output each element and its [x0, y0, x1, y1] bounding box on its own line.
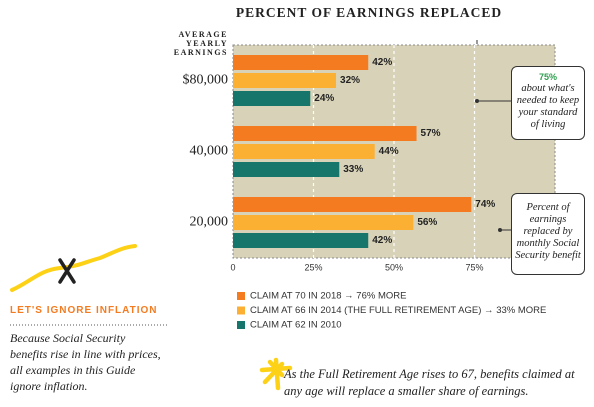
y-axis-title-line: AVERAGE	[178, 30, 228, 39]
value-label: 56%	[417, 217, 437, 228]
bar	[233, 162, 340, 177]
bar	[233, 73, 337, 88]
x-tick-label: 0	[230, 262, 235, 272]
legend-swatch	[237, 306, 245, 315]
x-tick-label: 75%	[465, 262, 483, 272]
bar	[233, 55, 369, 70]
sidebar-text: Because Social Security benefits rise in…	[10, 331, 161, 393]
y-axis-title-line: YEARLY	[185, 39, 228, 48]
value-label: 32%	[340, 75, 360, 86]
bar	[233, 126, 417, 141]
annotation-box: 75% about what's needed to keep your sta…	[511, 66, 585, 140]
annotation-box: Percent of earnings replaced by monthly …	[511, 193, 585, 275]
value-label: 42%	[372, 235, 392, 246]
chart-title: PERCENT OF EARNINGS REPLACED	[236, 5, 502, 20]
y-tick-label: $80,000	[183, 73, 229, 88]
bar	[233, 144, 375, 159]
annotation-text: about what's needed to keep your standar…	[516, 83, 580, 130]
legend-label: CLAIM AT 70 IN 2018 → 76% MORE	[250, 291, 406, 302]
y-axis-title: AVERAGE YEARLY EARNINGS	[160, 30, 228, 57]
x-mark	[58, 258, 76, 284]
legend-swatch	[237, 292, 245, 300]
scribble	[10, 244, 137, 292]
bar	[233, 91, 311, 106]
value-label: 57%	[421, 128, 441, 139]
y-axis-title-line: EARNINGS	[173, 48, 228, 57]
value-label: 42%	[372, 57, 392, 68]
bar	[233, 215, 414, 230]
bar	[233, 233, 369, 248]
connector-dot	[498, 228, 502, 232]
y-tick-label: 40,000	[190, 144, 229, 159]
value-label: 24%	[314, 93, 334, 104]
legend-label: CLAIM AT 62 IN 2010	[250, 320, 342, 331]
legend-swatch	[237, 321, 245, 329]
y-tick-label: 20,000	[190, 215, 229, 230]
annotation-text: Percent of earnings replaced by monthly …	[515, 202, 581, 261]
note: As the Full Retirement Age rises to 67, …	[284, 367, 575, 398]
value-label: 74%	[475, 199, 495, 210]
legend-label: CLAIM AT 66 IN 2014 (THE FULL RETIREMENT…	[250, 305, 546, 316]
star	[259, 357, 293, 391]
annotation-highlight: 75%	[538, 72, 557, 82]
x-tick-label: 50%	[385, 262, 403, 272]
bar	[233, 197, 472, 212]
sidebar-title: LET'S IGNORE INFLATION	[10, 305, 158, 316]
connector-dot	[475, 99, 479, 103]
value-label: 44%	[379, 146, 399, 157]
value-label: 33%	[343, 164, 363, 175]
x-tick-label: 25%	[304, 262, 322, 272]
